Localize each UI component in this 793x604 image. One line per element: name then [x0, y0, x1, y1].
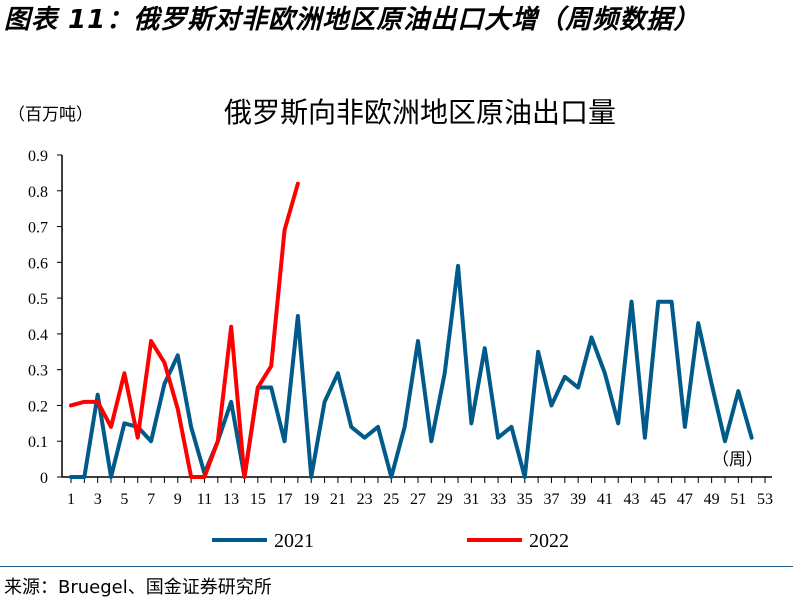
- y-tick-label: 0.5: [28, 291, 48, 308]
- x-tick-label: 11: [197, 491, 212, 508]
- chart-title: 俄罗斯向非欧洲地区原油出口量: [224, 96, 616, 129]
- y-tick-label: 0.1: [28, 434, 48, 451]
- y-tick-label: 0.3: [28, 363, 48, 380]
- x-tick-label: 1: [67, 491, 75, 508]
- x-tick-label: 17: [277, 491, 293, 508]
- line-chart: 俄罗斯向非欧洲地区原油出口量 （百万吨） （周） 0 0.1 0.2 0.3 0.4 0.…: [8, 96, 773, 552]
- x-tick-label: 21: [330, 491, 346, 508]
- y-tick-label: 0: [40, 470, 48, 487]
- x-tick-label: 49: [704, 491, 720, 508]
- x-tick-label: 23: [357, 491, 373, 508]
- x-tick-label: 27: [410, 491, 426, 508]
- y-tick-label: 0.9: [28, 148, 48, 165]
- x-tick-label: 35: [517, 491, 533, 508]
- y-tick-label: 0.4: [28, 327, 48, 344]
- x-tick-label: 53: [757, 491, 773, 508]
- series-line-2021: [69, 263, 754, 479]
- x-tick-label: 41: [597, 491, 613, 508]
- x-axis-unit-label: （周）: [712, 450, 763, 470]
- x-tick-label: 3: [94, 491, 102, 508]
- x-tick-label: 9: [174, 491, 182, 508]
- x-tick-label: 13: [223, 491, 239, 508]
- source-note: 来源：Bruegel、国金证券研究所: [4, 577, 272, 598]
- x-tick-label: 39: [570, 491, 586, 508]
- x-tick-label: 7: [147, 491, 155, 508]
- x-tick-label: 25: [383, 491, 399, 508]
- x-tick-label: 47: [677, 491, 693, 508]
- x-tick-label: 15: [250, 491, 266, 508]
- x-tick-label: 45: [650, 491, 666, 508]
- x-tick-label: 43: [624, 491, 640, 508]
- x-tick-label: 37: [543, 491, 559, 508]
- x-tick-label: 33: [490, 491, 506, 508]
- y-tick-label: 0.2: [28, 398, 48, 415]
- y-tick-label: 0.8: [28, 184, 48, 201]
- legend-label-2021: 2021: [274, 530, 314, 552]
- x-tick-label: 19: [303, 491, 319, 508]
- divider: [0, 566, 793, 567]
- x-tick-label: 31: [463, 491, 479, 508]
- y-tick-label: 0.6: [28, 255, 48, 272]
- x-tick-label: 51: [730, 491, 746, 508]
- x-tick-label: 29: [437, 491, 453, 508]
- figure-title: 图表 11：俄罗斯对非欧洲地区原油出口大增（周频数据）: [4, 5, 701, 35]
- x-tick-label: 5: [120, 491, 128, 508]
- legend-label-2022: 2022: [529, 530, 569, 552]
- series-line-2022: [69, 181, 300, 479]
- y-axis-label: （百万吨）: [8, 105, 93, 125]
- y-tick-label: 0.7: [28, 220, 48, 237]
